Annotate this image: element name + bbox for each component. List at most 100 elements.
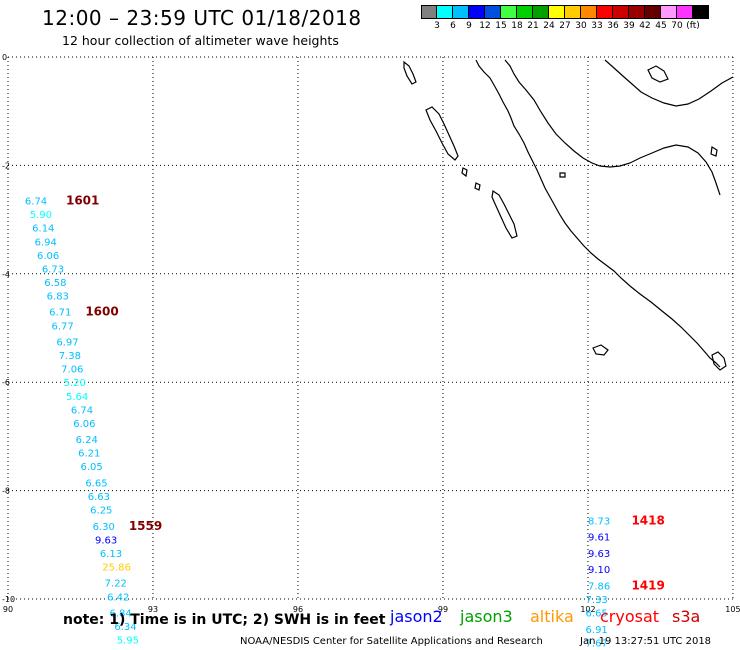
legend-label: 6 (450, 21, 456, 31)
legend-swatch (693, 5, 709, 19)
latitude-label: -10 (2, 595, 15, 604)
legend-label: 9 (466, 21, 472, 31)
wave-height-value: 6.94 (35, 237, 57, 248)
island-small-1 (461, 167, 468, 178)
color-legend: 3 6 9 12 15 18 21 24 27 30 33 36 39 42 45 70 (ft) (421, 5, 709, 33)
wave-height-value: 7.06 (61, 365, 83, 376)
wave-height-value: 6.65 (85, 478, 107, 489)
wave-height-value: 5.90 (30, 210, 52, 221)
wave-height-value: 6.25 (90, 506, 112, 517)
legend-swatch (549, 5, 565, 19)
units-note: note: 1) Time is in UTC; 2) SWH is in fe… (63, 612, 386, 628)
wave-height-value: 6.65 (586, 609, 608, 620)
legend-swatch (421, 5, 437, 19)
latitude-label: 0 (2, 53, 7, 62)
pass-time-labels: 1601 1600 1559 1418 1419 (66, 194, 665, 593)
pass-time-label: 1601 (66, 194, 99, 208)
credit-line: NOAA/NESDIS Center for Satellite Applica… (240, 636, 543, 647)
legend-label: 15 (495, 21, 507, 31)
island-small-2 (474, 182, 481, 191)
wave-height-values: 6.74 5.90 6.14 6.94 6.06 6.73 6.58 6.83 6.71 6.77… (25, 197, 610, 650)
wave-height-value: 9.63 (95, 535, 117, 546)
wave-height-value: 8.73 (588, 516, 610, 527)
longitude-label: 96 (293, 605, 303, 614)
legend-swatch (565, 5, 581, 19)
wave-height-value: 7.38 (59, 351, 81, 362)
axis-labels: 90 93 96 99 102 105 0 -2 -4 -6 -8 -10 (2, 53, 740, 614)
legend-label: (ft) (686, 21, 700, 31)
wave-height-value: 6.42 (107, 592, 129, 603)
island-bangka (647, 65, 669, 83)
generation-timestamp: Jan 19 13:27:51 UTC 2018 (580, 636, 712, 647)
wave-height-value: 6.74 (71, 405, 93, 416)
legend-label: 42 (639, 21, 651, 31)
island-sipora (491, 189, 518, 239)
wave-height-value: 9.61 (588, 533, 610, 544)
wave-height-value: 7.86 (588, 581, 610, 592)
legend-swatches (421, 5, 709, 19)
legend-swatch (677, 5, 693, 19)
legend-label: 36 (607, 21, 619, 31)
wave-height-value: 7.33 (586, 595, 608, 606)
legend-labels: 3 6 9 12 15 18 21 24 27 30 33 36 39 42 45 70 (ft) (421, 19, 709, 33)
pass-time-label: 1419 (631, 578, 664, 592)
legend-label: 45 (655, 21, 667, 31)
wave-height-value: 6.83 (47, 291, 69, 302)
legend-label: 27 (559, 21, 571, 31)
latitude-label: -2 (2, 161, 10, 170)
legend-label: 33 (591, 21, 603, 31)
legend-swatch (453, 5, 469, 19)
wave-height-value: 6.58 (44, 278, 66, 289)
legend-label: 12 (479, 21, 491, 31)
latitude-label: -4 (2, 270, 10, 279)
legend-swatch (645, 5, 661, 19)
wave-height-value: 6.97 (56, 338, 78, 349)
wave-height-value: 6.91 (586, 625, 608, 636)
legend-label: 70 (671, 21, 683, 31)
wave-height-value: 7.22 (105, 579, 127, 590)
satellite-jason3: jason3 (460, 607, 513, 626)
wave-height-value: 6.13 (100, 549, 122, 560)
legend-label: 3 (434, 21, 440, 31)
island-simeulue (403, 60, 417, 85)
longitude-label: 102 (580, 605, 595, 614)
wave-height-value: 6.34 (114, 622, 136, 633)
wave-height-value: 5.95 (117, 636, 139, 647)
island-small-3 (559, 172, 566, 178)
legend-swatch (629, 5, 645, 19)
wave-height-value: 6.30 (93, 522, 115, 533)
coastline-north (604, 59, 734, 107)
wave-height-value: 6.84 (109, 609, 131, 620)
legend-label: 24 (543, 21, 555, 31)
legend-swatch (661, 5, 677, 19)
wave-height-value: 9.10 (588, 565, 610, 576)
map-title: 12:00 – 23:59 UTC 01/18/2018 (42, 6, 362, 30)
wave-height-value: 6.73 (42, 264, 64, 275)
wave-height-value: 6.24 (76, 435, 98, 446)
legend-label: 21 (527, 21, 539, 31)
wave-height-value: 25.86 (102, 562, 131, 573)
legend-swatch (485, 5, 501, 19)
legend-swatch (613, 5, 629, 19)
wave-height-value: 6.06 (73, 419, 95, 430)
graticule (7, 56, 734, 600)
pass-time-label: 1418 (631, 513, 664, 527)
wave-height-value: 6.63 (88, 492, 110, 503)
coastline (403, 59, 734, 371)
wave-height-value: 5.20 (64, 378, 86, 389)
longitude-label: 90 (3, 605, 13, 614)
wave-height-value: 6.06 (37, 251, 59, 262)
wave-height-value: 6.77 (51, 321, 73, 332)
satellite-jason2: jason2 (390, 607, 443, 626)
wave-height-value: 9.63 (588, 549, 610, 560)
wave-height-value: 6.14 (32, 224, 54, 235)
map-subtitle: 12 hour collection of altimeter wave hei… (62, 33, 339, 48)
legend-label: 30 (575, 21, 587, 31)
legend-swatch (517, 5, 533, 19)
wave-height-value: 5.64 (66, 392, 88, 403)
legend-swatch (597, 5, 613, 19)
latitude-label: -6 (2, 378, 10, 387)
wave-height-value: 6.74 (25, 197, 47, 208)
coastline-east (504, 59, 721, 196)
